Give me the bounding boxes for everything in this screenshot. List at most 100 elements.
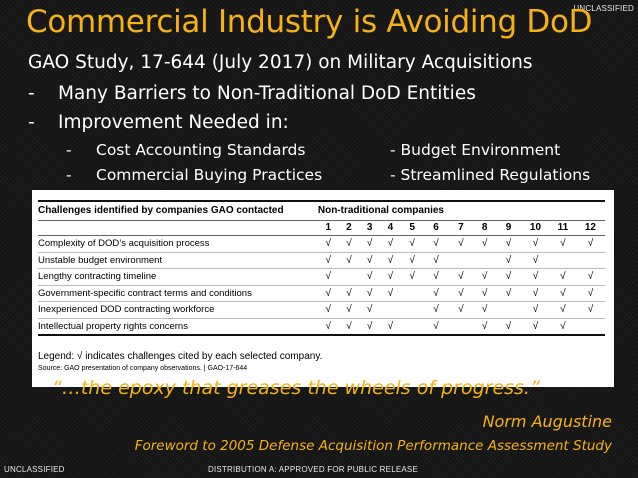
check-mark: √	[317, 285, 339, 302]
check-mark: √	[520, 235, 550, 253]
check-mark: √	[520, 318, 550, 336]
empty-cell	[575, 252, 605, 269]
sub-bullet-cost-accounting: - Cost Accounting Standards	[66, 141, 305, 159]
company-number: 2	[338, 220, 360, 236]
empty-cell	[380, 301, 401, 319]
empty-cell	[338, 268, 360, 286]
table-row: Unstable budget environment √ √ √ √ √ √ √ √	[38, 252, 605, 269]
slide-title: Commercial Industry is Avoiding DoD	[26, 4, 593, 40]
table-row: Complexity of DOD’s acquisition process √…	[38, 235, 605, 253]
check-mark: √	[338, 285, 360, 302]
check-mark: √	[359, 318, 381, 336]
empty-header-cell	[38, 220, 318, 236]
check-mark: √	[549, 285, 576, 302]
check-mark: √	[317, 268, 339, 286]
check-mark: √	[380, 318, 401, 336]
empty-cell	[575, 318, 605, 336]
check-mark: √	[423, 301, 449, 319]
company-number: 11	[549, 220, 576, 236]
bullet-dash: -	[28, 83, 35, 104]
check-mark: √	[496, 285, 521, 302]
check-mark: √	[338, 252, 360, 269]
sub-bullet-commercial-buying: - Commercial Buying Practices	[66, 166, 322, 184]
challenge-label: Government-specific contract terms and c…	[38, 285, 318, 302]
check-mark: √	[380, 268, 401, 286]
quote-source: Foreword to 2005 Defense Acquisition Per…	[134, 438, 612, 454]
check-mark: √	[520, 285, 550, 302]
table-row: Intellectual property rights concerns √ √ √…	[38, 318, 605, 336]
check-mark: √	[317, 301, 339, 319]
check-mark: √	[520, 268, 550, 286]
check-mark: √	[473, 268, 497, 286]
company-number: 4	[380, 220, 401, 236]
check-mark: √	[423, 252, 449, 269]
quote-text: “…the epoxy that greases the wheels of p…	[52, 377, 540, 399]
check-mark: √	[473, 318, 497, 336]
bullet-dash: -	[66, 166, 72, 184]
bullet-dash: -	[66, 141, 72, 159]
check-mark: √	[496, 318, 521, 336]
quote-author: Norm Augustine	[482, 412, 612, 431]
check-mark: √	[338, 235, 360, 253]
company-number: 9	[496, 220, 521, 236]
table-row: Lengthy contracting timeline √ √ √ √ √ √ √ √ √ √ √	[38, 268, 605, 286]
check-mark: √	[520, 252, 550, 269]
table-row: Inexperienced DOD contracting workforce √…	[38, 301, 605, 319]
gao-challenges-table: Challenges identified by companies GAO c…	[32, 190, 614, 387]
company-number: 3	[359, 220, 381, 236]
check-mark: √	[359, 252, 381, 269]
sub-bullet-budget: - Budget Environment	[390, 141, 561, 159]
check-mark: √	[400, 252, 424, 269]
check-mark: √	[338, 301, 360, 319]
check-mark: √	[423, 268, 449, 286]
company-number: 7	[448, 220, 474, 236]
check-mark: √	[400, 235, 424, 253]
check-mark: √	[359, 268, 381, 286]
check-mark: √	[520, 301, 550, 319]
challenge-label: Intellectual property rights concerns	[38, 318, 318, 336]
check-mark: √	[423, 318, 449, 336]
check-mark: √	[549, 268, 576, 286]
check-mark: √	[473, 301, 497, 319]
check-mark: √	[575, 235, 605, 253]
company-number-row: 1 2 3 4 5 6 7 8 9 10 11 12	[38, 220, 605, 236]
check-mark: √	[400, 268, 424, 286]
sub-bullet-text: Commercial Buying Practices	[96, 166, 323, 184]
bullet-barriers: - Many Barriers to Non-Traditional DoD E…	[28, 83, 476, 104]
check-mark: √	[496, 268, 521, 286]
check-mark: √	[549, 301, 576, 319]
classification-top: UNCLASSIFIED	[573, 4, 634, 13]
header-companies: Non-traditional companies	[317, 200, 605, 221]
bullet-improvement-text: Improvement Needed in:	[58, 112, 289, 133]
check-mark: √	[575, 268, 605, 286]
empty-cell	[448, 252, 474, 269]
empty-cell	[400, 318, 424, 336]
check-mark: √	[359, 285, 381, 302]
empty-cell	[400, 285, 424, 302]
check-mark: √	[423, 285, 449, 302]
company-number: 5	[400, 220, 424, 236]
company-number: 12	[575, 220, 605, 236]
table-source: Source: GAO presentation of company obse…	[38, 365, 248, 372]
bullet-barriers-text: Many Barriers to Non-Traditional DoD Ent…	[58, 83, 476, 104]
empty-cell	[473, 252, 497, 269]
sub-bullet-regulations: - Streamlined Regulations	[390, 166, 591, 184]
company-number: 10	[520, 220, 550, 236]
check-mark: √	[359, 301, 381, 319]
check-mark: √	[496, 252, 521, 269]
company-number: 8	[473, 220, 497, 236]
company-number: 1	[317, 220, 339, 236]
header-challenges: Challenges identified by companies GAO c…	[38, 200, 318, 221]
table-row: Government-specific contract terms and c…	[38, 285, 605, 302]
table-header-row: Challenges identified by companies GAO c…	[38, 200, 605, 221]
check-mark: √	[380, 235, 401, 253]
distribution-statement: DISTRIBUTION A: APPROVED FOR PUBLIC RELE…	[208, 465, 418, 474]
check-mark: √	[317, 252, 339, 269]
check-mark: √	[448, 235, 474, 253]
check-mark: √	[448, 268, 474, 286]
check-mark: √	[338, 318, 360, 336]
bullet-improvement: - Improvement Needed in:	[28, 112, 289, 133]
empty-cell	[549, 252, 576, 269]
empty-cell	[448, 318, 474, 336]
bullet-dash: -	[28, 112, 35, 133]
